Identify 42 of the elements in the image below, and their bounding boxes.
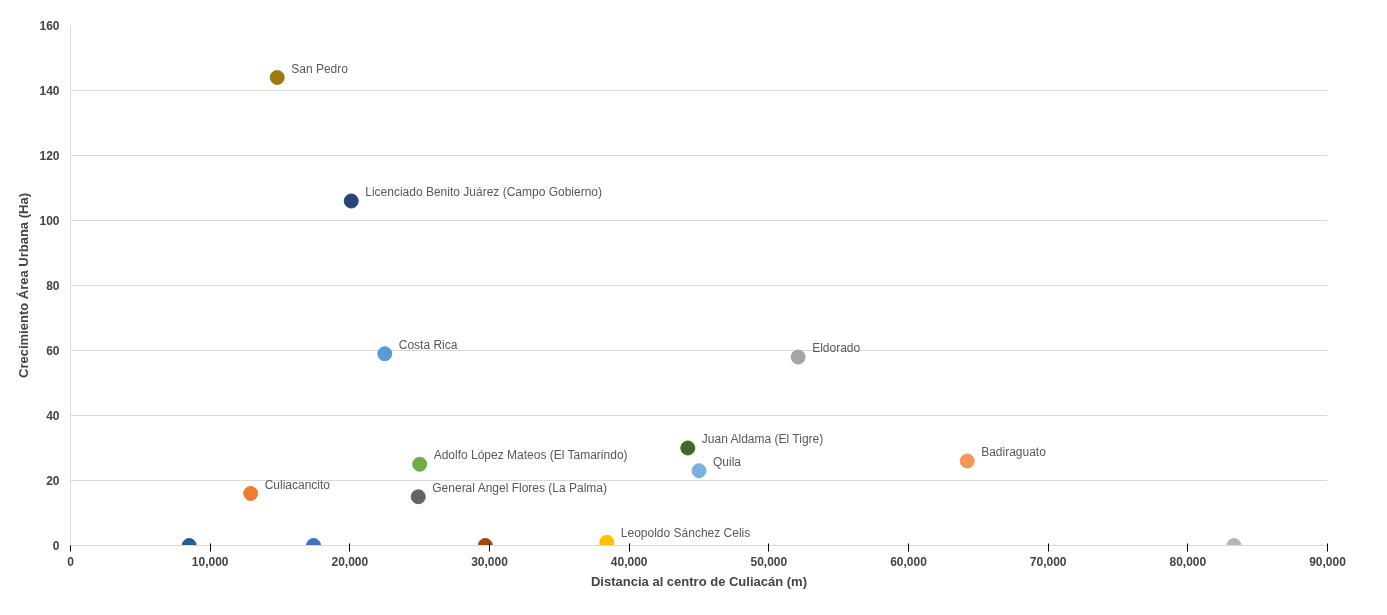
x-tick-label: 70,000 <box>1029 554 1067 569</box>
y-tick-label: 20 <box>46 474 60 488</box>
y-tick-label: 140 <box>39 84 60 98</box>
x-tick-label: 90,000 <box>1309 554 1347 569</box>
x-axis-title: Distancia al centro de Culiacán (m) <box>591 573 808 589</box>
series-label: Juan Aldama (El Tigre) <box>701 432 824 446</box>
x-tick-label: 0 <box>67 554 75 569</box>
x-tick-label: 40,000 <box>610 554 648 569</box>
y-tick-label: 100 <box>39 214 60 228</box>
x-tick-label: 80,000 <box>1169 554 1207 569</box>
point <box>680 440 696 456</box>
x-tick-label: 20,000 <box>331 554 369 569</box>
series-label: Eldorado <box>812 341 861 355</box>
y-tick-label: 60 <box>46 344 60 358</box>
point <box>243 486 259 501</box>
x-tick-label: 60,000 <box>890 554 928 569</box>
series-label: Leopoldo Sánchez Celis <box>620 526 751 541</box>
point <box>343 193 359 209</box>
y-tick-label: 0 <box>52 539 60 553</box>
x-tick-label: 30,000 <box>471 554 509 569</box>
point <box>691 463 707 479</box>
series-label: San Pedro <box>291 61 349 76</box>
x-tick-label: 50,000 <box>750 554 788 569</box>
y-axis-title: Crecimiento Área Urbana (Ha) <box>16 193 32 378</box>
y-tick-label: 160 <box>39 19 60 33</box>
series-label: General Angel Flores (La Palma) <box>432 480 608 495</box>
series-label: Licenciado Benito Juárez (Campo Gobierno) <box>365 185 603 199</box>
point <box>269 70 285 85</box>
series-label: Culiacancito <box>264 477 331 492</box>
y-tick-label: 80 <box>46 279 60 293</box>
point <box>959 453 975 469</box>
series-label: Quila <box>713 454 742 469</box>
y-tick-label: 40 <box>46 409 60 423</box>
point <box>412 456 428 472</box>
point <box>790 349 806 365</box>
series-label: Badiraguato <box>981 445 1047 459</box>
point <box>410 489 426 505</box>
series-label: Adolfo López Mateos (El Tamarindo) <box>433 448 628 463</box>
point <box>377 346 393 362</box>
y-tick-label: 120 <box>39 149 60 163</box>
series-label: Costa Rica <box>398 337 458 352</box>
x-tick-label: 10,000 <box>191 554 229 569</box>
